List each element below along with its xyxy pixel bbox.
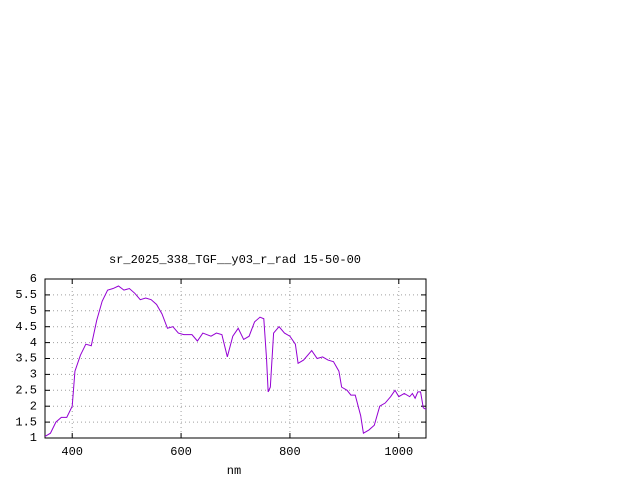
x-tick-label: 1000 <box>384 445 413 459</box>
y-tick-label: 6 <box>30 272 37 286</box>
y-tick-label: 2 <box>30 399 37 413</box>
x-axis-label: nm <box>227 464 241 478</box>
data-line <box>44 285 427 437</box>
y-tick-label: 4.5 <box>15 320 37 334</box>
y-tick-label: 3.5 <box>15 352 37 366</box>
y-tick-label: 1 <box>30 431 37 445</box>
x-tick-label: 800 <box>279 445 301 459</box>
y-tick-label: 4 <box>30 336 37 350</box>
plot-frame <box>44 278 427 439</box>
y-tick-label: 5.5 <box>15 288 37 302</box>
x-tick-label: 400 <box>61 445 83 459</box>
y-tick-label: 1.5 <box>15 415 37 429</box>
y-tick-label: 2.5 <box>15 383 37 397</box>
chart-title: sr_2025_338_TGF__y03_r_rad 15-50-00 <box>109 253 361 267</box>
x-tick-label: 600 <box>170 445 192 459</box>
y-tick-label: 3 <box>30 368 37 382</box>
y-tick-label: 5 <box>30 304 37 318</box>
